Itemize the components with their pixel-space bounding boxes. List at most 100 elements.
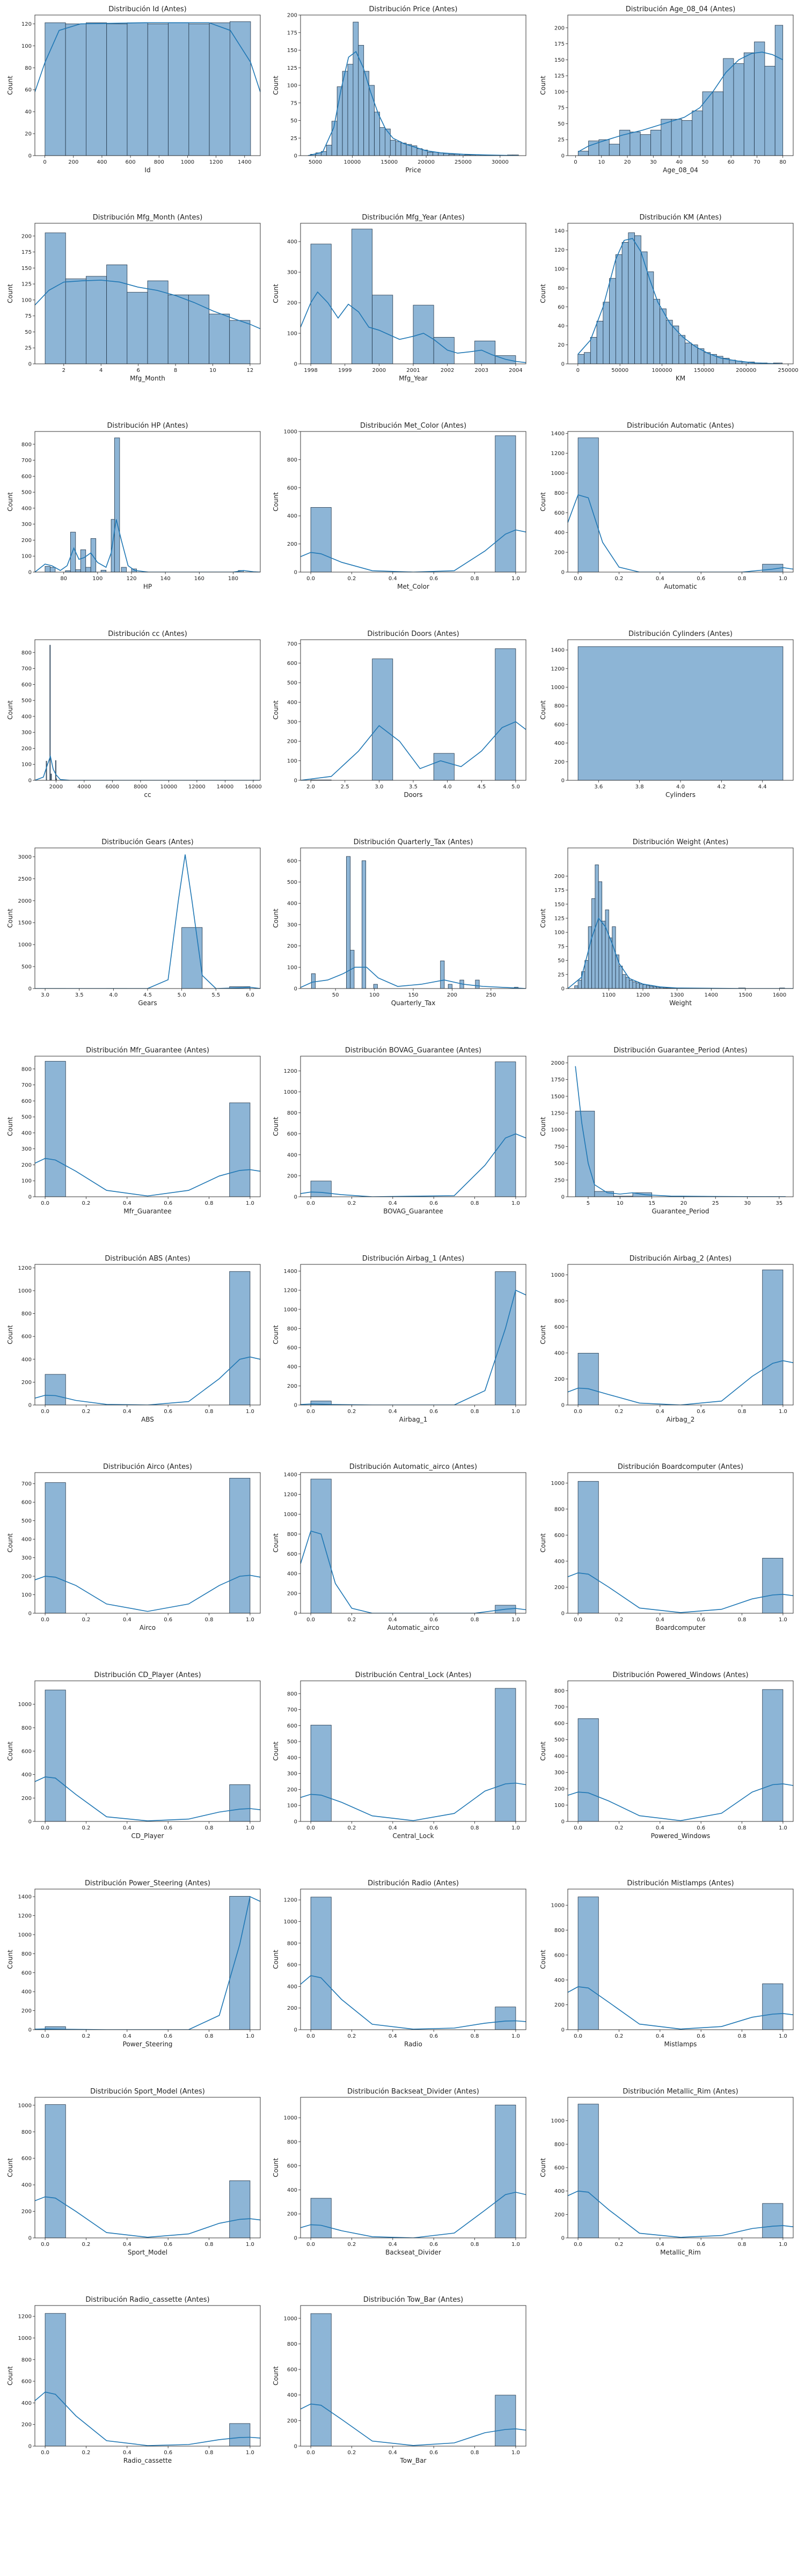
plot-area — [301, 435, 526, 572]
histogram-bar — [310, 1725, 332, 1821]
y-tick-label: 1000 — [18, 942, 32, 948]
histogram-bar — [682, 120, 693, 156]
histogram-bar — [575, 1110, 595, 1197]
y-axis-label: Count — [539, 1533, 547, 1553]
histogram-bar — [45, 2313, 66, 2446]
kde-curve — [35, 1356, 260, 1405]
kde-curve — [35, 1575, 260, 1612]
subplot-title: Distribución Id (Antes) — [108, 5, 186, 13]
x-tick-label: 8000 — [134, 784, 147, 790]
axes-frame — [567, 1889, 794, 2030]
y-tick-label: 800 — [554, 2142, 565, 2148]
x-tick-label: 0.4 — [656, 2033, 664, 2039]
x-tick-label: 0.0 — [306, 1825, 315, 1831]
x-tick-label: 160 — [194, 576, 204, 582]
plot-area — [35, 854, 260, 989]
histogram-bar — [762, 1984, 784, 2030]
y-tick-label: 400 — [21, 1130, 32, 1136]
x-tick-label: 1.0 — [779, 1825, 787, 1831]
x-tick-label: 0.8 — [471, 1409, 479, 1415]
y-tick-label: 20 — [25, 131, 32, 137]
x-axis-label: Mistlamps — [664, 2040, 697, 2048]
histogram-bar — [577, 1897, 599, 2030]
subplot-CD_Player: 0.0 0.2 0.4 0.6 0.8 1.0 0 200 400 600 800 1000 Distr… — [6, 1671, 261, 1840]
y-tick-label: 600 — [287, 1963, 297, 1968]
x-tick-label: 0.8 — [471, 576, 479, 582]
x-tick-label: 0.8 — [471, 1825, 479, 1831]
x-tick-label: 800 — [154, 159, 164, 165]
y-tick-label: 200 — [287, 2418, 297, 2424]
y-tick-label: 400 — [21, 506, 32, 511]
y-tick-label: 1200 — [18, 2314, 32, 2320]
x-tick-label: 0.6 — [164, 1409, 172, 1415]
histogram-bar — [45, 22, 66, 156]
kde-curve — [301, 2192, 526, 2238]
y-tick-label: 300 — [21, 1146, 32, 1152]
histogram-bar — [311, 973, 316, 989]
axes-frame — [34, 847, 261, 989]
x-tick-label: 1999 — [338, 368, 352, 374]
kde-curve — [568, 494, 793, 572]
x-tick-label: 25 — [712, 1201, 719, 1206]
subplot-Guarantee_Period: 5 10 15 20 25 30 35 0 250 500 750 1000 1250 1500 1750 2… — [539, 1046, 794, 1215]
y-axis-label: Count — [539, 700, 547, 720]
axes-frame — [34, 639, 261, 781]
y-tick-label: 1400 — [284, 1472, 297, 1478]
y-tick-label: 600 — [287, 2367, 297, 2373]
x-tick-label: 0.6 — [697, 1409, 705, 1415]
y-tick-label: 600 — [554, 1721, 565, 1727]
y-tick-label: 500 — [287, 1739, 297, 1745]
x-tick-label: 150 — [408, 992, 418, 998]
x-tick-label: 0 — [43, 159, 46, 165]
x-tick-label: 5 — [587, 1201, 590, 1206]
y-tick-label: 600 — [21, 1970, 32, 1976]
y-tick-label: 1400 — [551, 648, 565, 654]
subplot-Weight: 1100 1200 1300 1400 1500 1600 0 25 50 75 100 125 150… — [539, 838, 794, 1007]
y-tick-label: 100 — [287, 83, 297, 89]
x-tick-label: 0.2 — [348, 2450, 356, 2456]
y-axis-label: Count — [6, 1325, 14, 1344]
y-tick-label: 100 — [554, 89, 565, 95]
x-tick-label: 0.4 — [389, 1825, 397, 1831]
x-tick-label: 10000 — [343, 159, 361, 165]
y-tick-label: 1500 — [551, 1094, 565, 1100]
y-tick-label: 100 — [554, 930, 565, 936]
histogram-bar — [448, 984, 452, 989]
y-tick-label: 300 — [287, 270, 297, 276]
y-tick-label: 3000 — [18, 854, 32, 860]
x-tick-label: 0.2 — [82, 2033, 91, 2039]
y-tick-label: 100 — [21, 1179, 32, 1184]
histogram-bar — [45, 1689, 66, 1821]
histogram-bar — [702, 91, 713, 156]
y-tick-label: 400 — [287, 239, 297, 245]
plot-area — [577, 232, 783, 364]
x-axis-label: Central_Lock — [392, 1832, 434, 1840]
y-tick-label: 0 — [28, 1611, 32, 1617]
plot-area — [301, 648, 526, 780]
y-tick-label: 400 — [554, 530, 565, 536]
x-tick-label: 0.0 — [306, 576, 315, 582]
subplot-title: Distribución BOVAG_Guarantee (Antes) — [345, 1046, 481, 1055]
y-tick-label: 600 — [21, 2156, 32, 2162]
subplot-Cylinders: 3.6 3.8 4.0 4.2 4.4 0 200 400 600 800 1000 1200 1400… — [539, 630, 794, 799]
histogram-bar — [475, 979, 480, 989]
x-tick-label: 0.0 — [574, 1825, 582, 1831]
y-tick-label: 175 — [287, 30, 297, 36]
x-tick-label: 0.0 — [306, 2242, 315, 2248]
x-tick-label: 0.8 — [205, 2242, 214, 2248]
x-tick-label: 0.4 — [656, 1617, 664, 1623]
x-tick-label: 2003 — [475, 368, 488, 374]
y-tick-label: 20 — [558, 342, 565, 348]
subplot-Mfg_Year: 1998 1999 2000 2001 2002 2003 2004 0 100 200 300 40… — [272, 214, 526, 382]
x-tick-label: 0.0 — [574, 1617, 582, 1623]
y-tick-label: 200 — [21, 1380, 32, 1386]
histogram-bar — [647, 271, 654, 364]
histogram-bar — [50, 773, 52, 780]
plot-area — [35, 1477, 260, 1613]
histogram-bar — [45, 1061, 66, 1197]
x-tick-label: 0.0 — [574, 2033, 582, 2039]
histogram-bar — [229, 2423, 251, 2446]
axes-frame — [34, 1889, 261, 2030]
x-tick-label: 3.0 — [375, 784, 383, 790]
x-tick-label: 2.0 — [306, 784, 315, 790]
